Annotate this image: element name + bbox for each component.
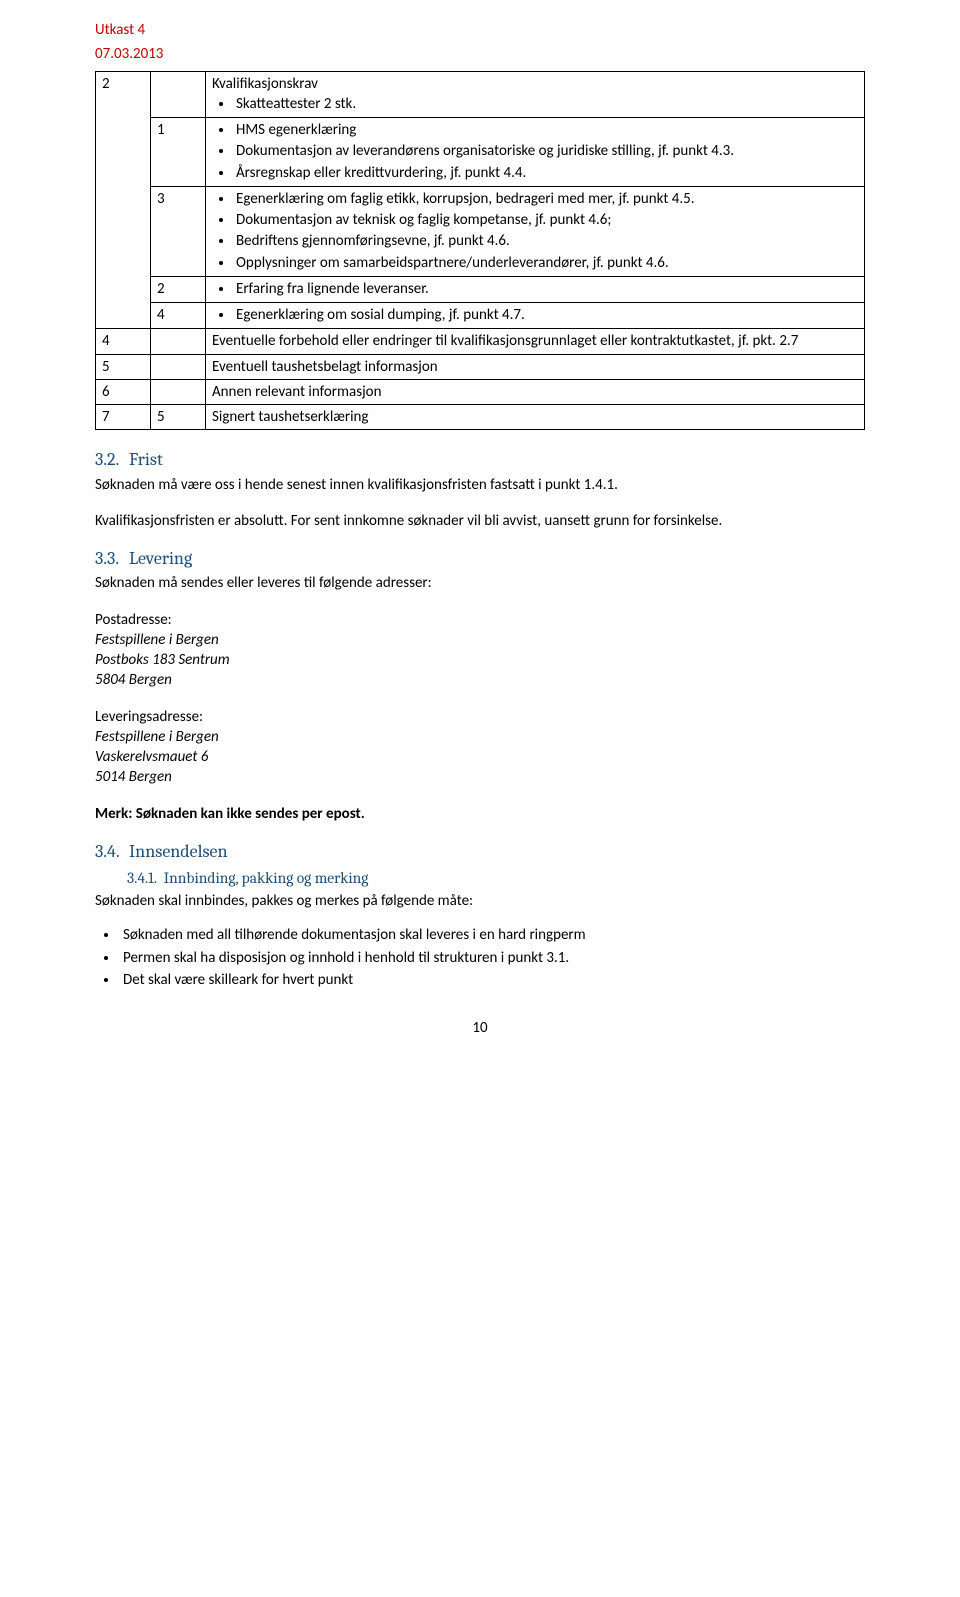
bullet-item: Dokumentasjon av leverandørens organisat… (234, 141, 858, 161)
cell-content: Egenerklæring om faglig etikk, korrupsjo… (206, 186, 865, 276)
delivery-address-block: Leveringsadresse: Festspillene i Bergen … (95, 707, 865, 788)
table-row: 3 Egenerklæring om faglig etikk, korrups… (96, 186, 865, 276)
cell-content: Egenerklæring om sosial dumping, jf. pun… (206, 303, 865, 329)
page-number: 10 (95, 1018, 865, 1038)
address-label: Leveringsadresse: (95, 707, 865, 727)
section-title: Innsendelsen (129, 841, 228, 862)
table-row: 4 Egenerklæring om sosial dumping, jf. p… (96, 303, 865, 329)
cell-content: Annen relevant informasjon (206, 379, 865, 404)
bullet-item: Bedriftens gjennomføringsevne, jf. punkt… (234, 231, 858, 251)
bullet-item: Dokumentasjon av teknisk og faglig kompe… (234, 210, 858, 230)
address-line: 5014 Bergen (95, 767, 865, 787)
draft-date: 07.03.2013 (95, 44, 865, 64)
cell-content: Signert taushetserklæring (206, 405, 865, 430)
cell-col2: 4 (151, 303, 206, 329)
bullet-item: Erfaring fra lignende leveranser. (234, 279, 858, 299)
cell-content: HMS egenerklæring Dokumentasjon av lever… (206, 118, 865, 187)
table-row: 1 HMS egenerklæring Dokumentasjon av lev… (96, 118, 865, 187)
subsection-number: 3.4.1. (127, 869, 157, 887)
cell-content: Erfaring fra lignende leveranser. (206, 276, 865, 302)
address-line: Festspillene i Bergen (95, 727, 865, 747)
post-address-block: Postadresse: Festspillene i Bergen Postb… (95, 610, 865, 691)
paragraph: Søknaden skal innbindes, pakkes og merke… (95, 891, 865, 911)
cell-col2: 5 (151, 405, 206, 430)
section-number: 3.3. (95, 547, 129, 571)
section-number: 3.4. (95, 840, 129, 864)
cell-content: Eventuelle forbehold eller endringer til… (206, 329, 865, 354)
section-title: Frist (129, 449, 163, 470)
cell-col1: 5 (96, 354, 151, 379)
table-row: 5 Eventuell taushetsbelagt informasjon (96, 354, 865, 379)
section-title: Levering (129, 548, 192, 569)
cell-col2: 2 (151, 276, 206, 302)
cell-col2 (151, 379, 206, 404)
subsection-heading: 3.4.1. Innbinding, pakking og merking (127, 868, 865, 889)
table-row: 6 Annen relevant informasjon (96, 379, 865, 404)
cell-content: Kvalifikasjonskrav Skatteattester 2 stk. (206, 71, 865, 118)
paragraph: Søknaden må være oss i hende senest inne… (95, 475, 865, 495)
cell-title: Kvalifikasjonskrav (212, 74, 858, 94)
bullet-item: Egenerklæring om sosial dumping, jf. pun… (234, 305, 858, 325)
bullet-item: Permen skal ha disposisjon og innhold i … (119, 948, 865, 968)
bullet-item: Egenerklæring om faglig etikk, korrupsjo… (234, 189, 858, 209)
bullet-item: Skatteattester 2 stk. (234, 94, 858, 114)
paragraph: Søknaden må sendes eller leveres til føl… (95, 573, 865, 593)
cell-col1: 4 (96, 329, 151, 354)
section-levering-heading: 3.3.Levering (95, 547, 865, 571)
cell-col1: 6 (96, 379, 151, 404)
note-bold: Merk: Søknaden kan ikke sendes per epost… (95, 804, 865, 824)
draft-label: Utkast 4 (95, 20, 865, 40)
bullet-item: Søknaden med all tilhørende dokumentasjo… (119, 925, 865, 945)
table-row: 7 5 Signert taushetserklæring (96, 405, 865, 430)
bullet-item: HMS egenerklæring (234, 120, 858, 140)
section-frist-heading: 3.2.Frist (95, 448, 865, 472)
cell-col1: 2 (96, 71, 151, 329)
bullet-item: Opplysninger om samarbeidspartnere/under… (234, 253, 858, 273)
cell-col2 (151, 71, 206, 118)
table-row: 2 Erfaring fra lignende leveranser. (96, 276, 865, 302)
requirements-table: 2 Kvalifikasjonskrav Skatteattester 2 st… (95, 71, 865, 431)
bullet-item: Det skal være skilleark for hvert punkt (119, 970, 865, 990)
cell-col1: 7 (96, 405, 151, 430)
section-innsend-heading: 3.4.Innsendelsen (95, 840, 865, 864)
cell-col2: 3 (151, 186, 206, 276)
address-line: Festspillene i Bergen (95, 630, 865, 650)
address-line: 5804 Bergen (95, 670, 865, 690)
address-label: Postadresse: (95, 610, 865, 630)
cell-col2 (151, 354, 206, 379)
subsection-title: Innbinding, pakking og merking (164, 869, 369, 887)
section-number: 3.2. (95, 448, 129, 472)
table-row: 4 Eventuelle forbehold eller endringer t… (96, 329, 865, 354)
address-line: Vaskerelvsmauet 6 (95, 747, 865, 767)
cell-col2: 1 (151, 118, 206, 187)
instructions-list: Søknaden med all tilhørende dokumentasjo… (119, 925, 865, 990)
bullet-item: Årsregnskap eller kredittvurdering, jf. … (234, 163, 858, 183)
table-row: 2 Kvalifikasjonskrav Skatteattester 2 st… (96, 71, 865, 118)
cell-content: Eventuell taushetsbelagt informasjon (206, 354, 865, 379)
address-line: Postboks 183 Sentrum (95, 650, 865, 670)
cell-col2 (151, 329, 206, 354)
paragraph: Kvalifikasjonsfristen er absolutt. For s… (95, 511, 865, 531)
